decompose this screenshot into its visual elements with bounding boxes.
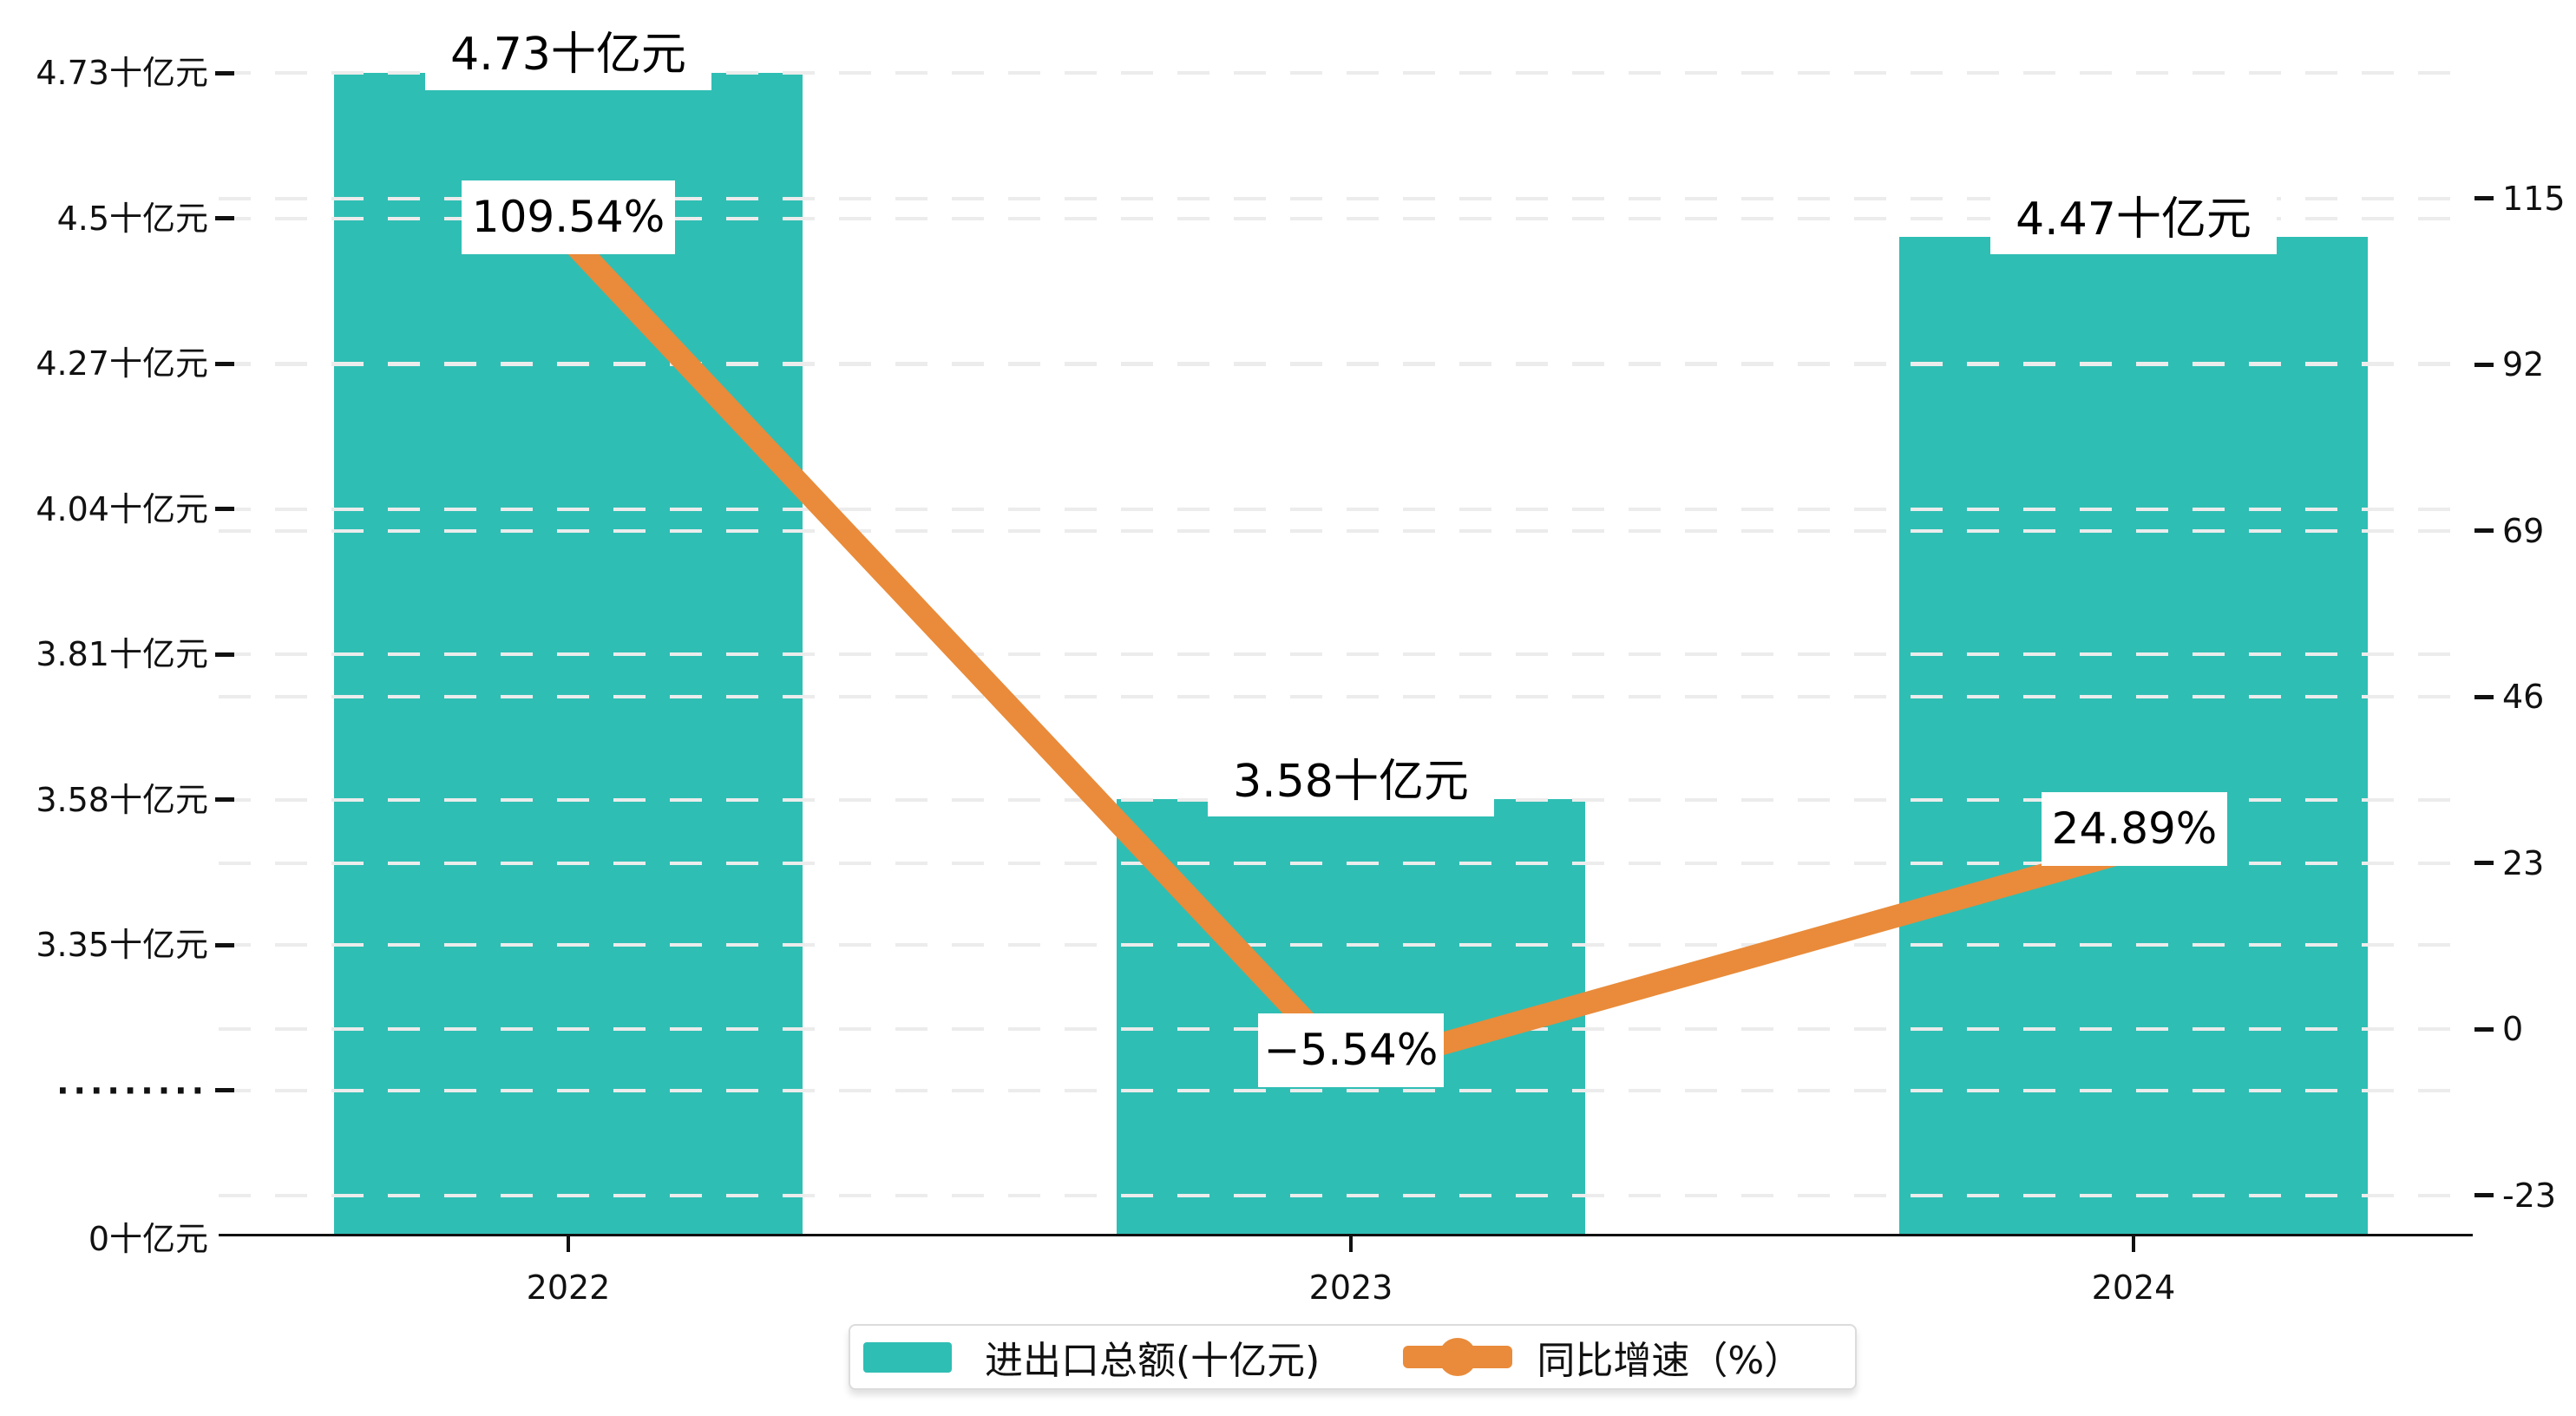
x-axis-tick-mark — [1349, 1236, 1353, 1252]
right-axis-tick-dash — [2474, 694, 2494, 699]
line-point-label: 109.54% — [462, 180, 675, 254]
gridline — [219, 695, 2473, 699]
line-point-label: −5.54% — [1258, 1013, 1444, 1087]
left-axis-tick-dash — [215, 216, 234, 220]
gridline — [219, 1193, 2473, 1197]
legend-item-label: 进出口总额(十亿元) — [985, 1339, 1321, 1383]
gridline — [219, 943, 2473, 947]
right-axis-tick-dash — [2474, 1193, 2494, 1198]
left-axis-tick-dash — [215, 70, 234, 75]
gridline — [219, 363, 2473, 367]
right-axis-tick-dash — [2474, 1026, 2494, 1032]
gridline — [219, 507, 2473, 511]
right-axis-tick-label: 115 — [2502, 179, 2566, 218]
legend-item-label: 同比增速（%） — [1537, 1339, 1803, 1383]
left-axis-tick-label: 4.73十亿元 — [36, 54, 208, 92]
right-axis-tick-label: -23 — [2502, 1176, 2557, 1215]
left-axis-tick-label: 3.81十亿元 — [36, 635, 208, 673]
x-axis-tick-mark — [2132, 1236, 2135, 1252]
bar-series-swatch-icon — [863, 1341, 952, 1373]
left-axis-tick-dash — [215, 1088, 234, 1092]
x-axis-label: 2023 — [1308, 1268, 1393, 1307]
right-axis-tick-dash — [2474, 528, 2494, 534]
right-axis-tick-label: 92 — [2502, 345, 2545, 384]
legend: 进出口总额(十亿元) 同比增速（%） — [849, 1324, 1857, 1390]
bar-value-label: 4.73十亿元 — [425, 10, 711, 90]
left-axis-tick-dash — [215, 507, 234, 511]
line-series-marker-icon — [1403, 1336, 1513, 1378]
gridline — [219, 196, 2473, 200]
gridline — [219, 216, 2473, 220]
gridline — [219, 71, 2473, 75]
bar-value-label: 4.47十亿元 — [1990, 174, 2277, 255]
right-axis-tick-label: 69 — [2502, 511, 2545, 550]
left-axis-tick-label: 4.5十亿元 — [56, 199, 208, 238]
right-axis-tick-label: 46 — [2502, 678, 2545, 717]
left-axis-tick-label: 3.35十亿元 — [36, 926, 208, 964]
right-axis-tick-dash — [2474, 196, 2494, 201]
right-axis-tick-dash — [2474, 362, 2494, 367]
left-axis-tick-label: 3.58十亿元 — [36, 780, 208, 819]
line-point-label: 24.89% — [2042, 791, 2227, 866]
bar-2024[interactable] — [1899, 237, 2368, 1236]
gridline — [219, 1088, 2473, 1092]
x-axis-label: 2022 — [526, 1268, 611, 1307]
legend-item-line[interactable]: 同比增速（%） — [1403, 1329, 1802, 1385]
right-axis-tick-label: 0 — [2502, 1010, 2524, 1049]
left-axis-tick-dash — [215, 942, 234, 947]
left-axis-tick-label: 4.04十亿元 — [36, 489, 208, 528]
gridline — [219, 528, 2473, 533]
gridline — [219, 652, 2473, 656]
left-axis-tick-dash — [215, 361, 234, 366]
left-axis-tick-dash — [215, 797, 234, 802]
right-axis-tick-dash — [2474, 861, 2494, 866]
bar-value-label: 3.58十亿元 — [1208, 737, 1494, 817]
gridline — [219, 861, 2473, 865]
axis-break-dots: ········· — [56, 1071, 208, 1110]
left-axis-tick-dash — [215, 652, 234, 657]
x-axis-line — [219, 1234, 2473, 1236]
legend-item-bar[interactable]: 进出口总额(十亿元) — [863, 1329, 1320, 1385]
left-axis-tick-label: 0十亿元 — [88, 1220, 208, 1258]
right-axis-tick-label: 23 — [2502, 843, 2545, 882]
x-axis-tick-mark — [567, 1236, 570, 1252]
x-axis-label: 2024 — [2091, 1268, 2176, 1307]
left-axis-tick-label: 4.27十亿元 — [36, 344, 208, 383]
